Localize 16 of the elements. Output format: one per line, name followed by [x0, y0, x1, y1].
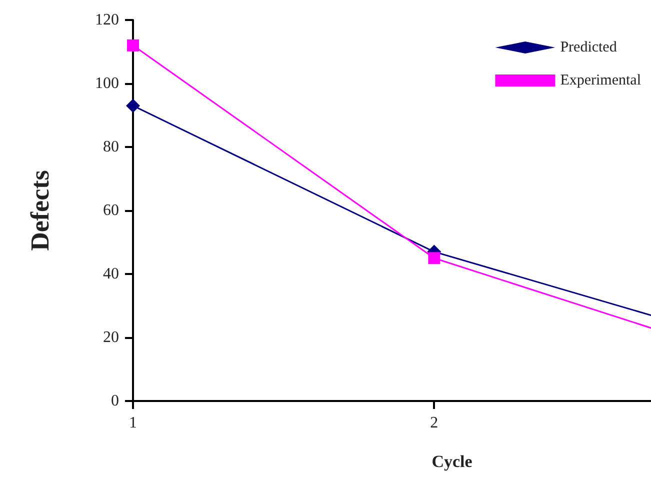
x-axis-title: Cycle [432, 452, 473, 471]
y-tick-label: 40 [103, 266, 119, 282]
point [126, 98, 140, 113]
y-tick-label: 80 [103, 138, 119, 156]
point [428, 252, 440, 264]
y-tick-label: 100 [95, 75, 119, 92]
point [127, 39, 139, 52]
y-axis-title: Defects [26, 170, 54, 251]
y-tick-label: 120 [95, 12, 119, 28]
x-tick-label: 2 [430, 414, 438, 432]
legend-label: Experimental [560, 72, 642, 88]
y-tick-label: 0 [111, 392, 119, 410]
legend-label: Predicted [560, 40, 618, 56]
y-tick-label: 60 [103, 202, 119, 219]
y-tick-label: 20 [103, 329, 119, 346]
x-tick-label: 1 [129, 414, 137, 432]
